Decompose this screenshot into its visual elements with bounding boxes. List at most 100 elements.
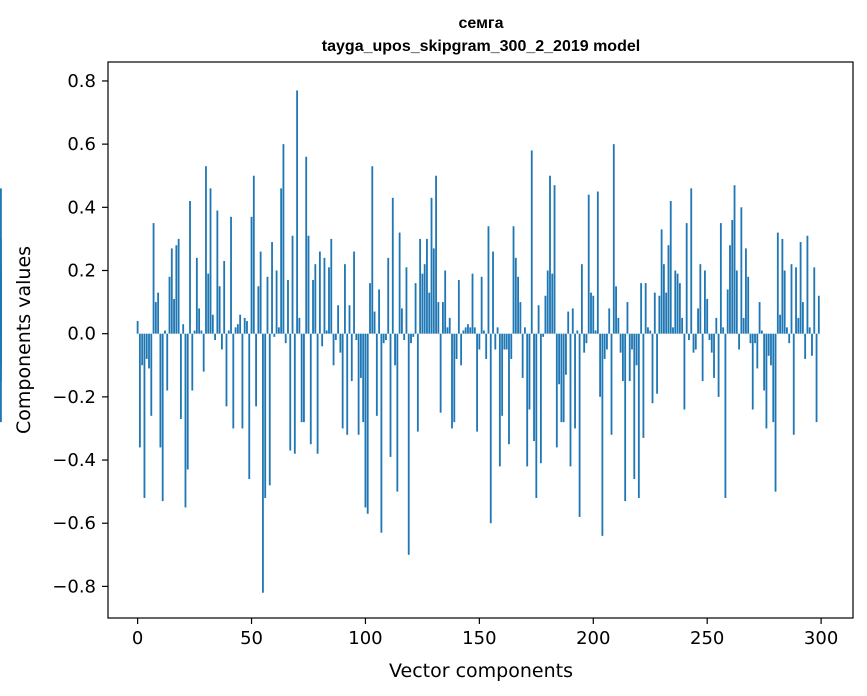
bar bbox=[783, 270, 786, 334]
bar bbox=[553, 185, 556, 334]
bar bbox=[355, 333, 358, 340]
bar bbox=[681, 317, 684, 334]
bar bbox=[569, 333, 572, 467]
bar bbox=[567, 311, 570, 334]
bar bbox=[239, 314, 242, 334]
bar bbox=[574, 333, 576, 429]
bar bbox=[678, 283, 681, 334]
bar bbox=[353, 251, 355, 334]
bar bbox=[439, 333, 442, 413]
bar bbox=[287, 279, 289, 334]
bar bbox=[282, 144, 285, 334]
bar bbox=[173, 298, 175, 334]
bar bbox=[662, 264, 665, 334]
bar bbox=[674, 270, 677, 334]
bar bbox=[624, 333, 627, 502]
bar bbox=[501, 333, 504, 416]
bar bbox=[549, 175, 551, 334]
bar bbox=[806, 235, 809, 334]
bar bbox=[749, 333, 752, 344]
bar bbox=[551, 273, 554, 334]
bar bbox=[243, 317, 246, 334]
bar bbox=[555, 333, 558, 448]
x-axis: 0 50 100 150 200 250 300 bbox=[132, 618, 838, 649]
chart-subtitle: tayga_upos_skipgram_300_2_2019 model bbox=[322, 38, 640, 55]
bar bbox=[426, 238, 428, 334]
bar-series bbox=[0, 90, 820, 593]
bar bbox=[407, 333, 410, 555]
bar bbox=[211, 314, 214, 334]
bar bbox=[154, 302, 157, 334]
bar bbox=[647, 327, 649, 334]
bar bbox=[697, 308, 699, 334]
bar bbox=[496, 327, 499, 334]
bar bbox=[389, 333, 392, 457]
bar bbox=[763, 333, 766, 391]
bar bbox=[517, 276, 519, 334]
bar bbox=[182, 324, 185, 334]
bar bbox=[801, 302, 804, 334]
bar bbox=[227, 330, 230, 334]
bar bbox=[234, 327, 237, 334]
bar bbox=[756, 333, 759, 369]
bar bbox=[724, 333, 727, 498]
bar bbox=[255, 333, 257, 407]
x-tick-label: 50 bbox=[240, 628, 263, 649]
bar bbox=[410, 333, 412, 344]
bar bbox=[195, 257, 198, 334]
bar bbox=[432, 248, 435, 334]
bar bbox=[453, 333, 456, 423]
bar bbox=[457, 279, 460, 334]
bar bbox=[476, 333, 478, 432]
x-axis-label: Vector components bbox=[389, 660, 573, 682]
bar bbox=[291, 235, 294, 334]
bar bbox=[323, 257, 326, 334]
bar bbox=[719, 223, 722, 334]
bar bbox=[731, 219, 734, 334]
bar bbox=[701, 333, 704, 382]
bar bbox=[189, 201, 191, 334]
bar bbox=[521, 333, 524, 378]
bar bbox=[403, 333, 406, 340]
bar bbox=[344, 264, 346, 334]
bar bbox=[665, 292, 668, 334]
y-tick-label: 0.0 bbox=[67, 324, 96, 345]
bar bbox=[571, 308, 574, 334]
bar bbox=[170, 248, 173, 334]
bar bbox=[369, 283, 371, 334]
bar bbox=[289, 333, 292, 451]
bar bbox=[209, 188, 212, 334]
bar bbox=[207, 273, 210, 334]
bar bbox=[653, 292, 656, 334]
bar bbox=[168, 276, 171, 334]
bar bbox=[136, 321, 139, 334]
bar bbox=[708, 333, 711, 340]
bar bbox=[528, 333, 531, 410]
bar bbox=[307, 235, 310, 334]
bar bbox=[184, 333, 187, 508]
y-tick-label: 0.4 bbox=[67, 197, 96, 218]
bar bbox=[325, 330, 328, 334]
bar bbox=[225, 333, 228, 407]
y-tick-label: −0.2 bbox=[52, 387, 96, 408]
bar bbox=[594, 330, 597, 334]
bar bbox=[318, 251, 321, 334]
bar bbox=[735, 270, 738, 334]
bar bbox=[357, 333, 360, 435]
bar bbox=[565, 333, 567, 375]
bar bbox=[241, 333, 244, 429]
bar bbox=[236, 324, 239, 334]
bar bbox=[166, 333, 169, 391]
bar bbox=[808, 327, 811, 334]
bar bbox=[262, 333, 264, 593]
bar bbox=[669, 201, 672, 334]
bar bbox=[437, 302, 440, 334]
bar bbox=[462, 330, 465, 334]
bar bbox=[284, 333, 287, 344]
bar bbox=[608, 308, 611, 334]
bar bbox=[530, 150, 533, 334]
bar bbox=[640, 283, 643, 334]
bar bbox=[619, 333, 622, 353]
bar bbox=[722, 327, 725, 334]
bar bbox=[510, 333, 513, 359]
